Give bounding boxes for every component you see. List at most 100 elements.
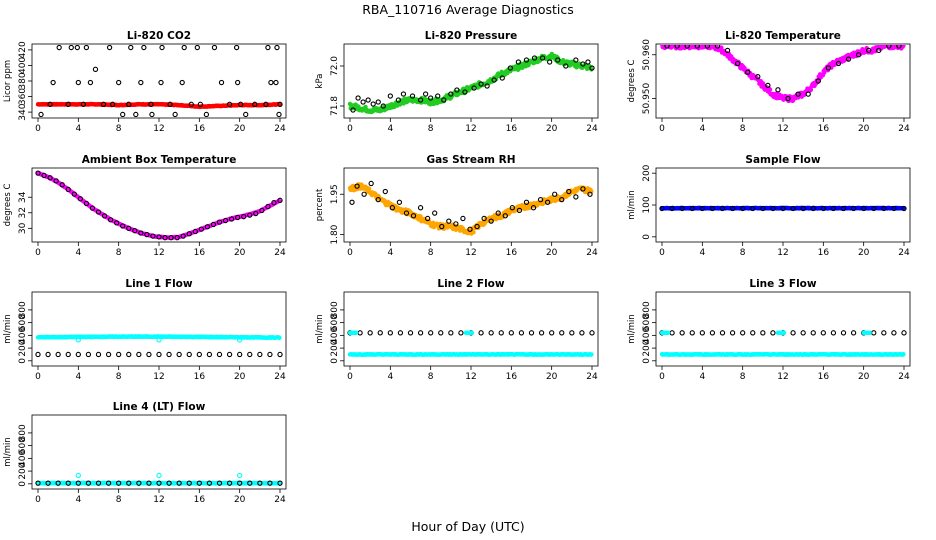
y-axis-label: ml/min	[3, 437, 13, 467]
panel-title: Line 1 Flow	[125, 278, 192, 290]
x-tick-label: 12	[777, 372, 788, 382]
x-tick-label: 24	[274, 495, 286, 505]
data-point	[53, 178, 59, 184]
data-point	[417, 205, 424, 211]
series-0	[35, 171, 282, 241]
data-point	[523, 199, 530, 205]
data-point	[835, 60, 842, 67]
data-point	[136, 351, 142, 358]
data-point	[74, 45, 80, 51]
series-1	[38, 45, 282, 117]
x-tick-label: 0	[35, 372, 41, 382]
data-point	[226, 480, 233, 486]
panel-title: Line 3 Flow	[749, 278, 816, 290]
data-point	[156, 337, 162, 343]
data-point	[665, 330, 671, 336]
data-point	[462, 89, 468, 95]
data-point	[226, 101, 233, 107]
x-tick-label: 24	[274, 124, 286, 134]
panel-title: Line 2 Flow	[437, 278, 504, 290]
x-tick-label: 0	[659, 372, 665, 382]
data-point	[247, 480, 253, 486]
x-tick-label: 12	[153, 124, 164, 134]
x-tick-label: 12	[153, 248, 164, 258]
data-point	[186, 480, 192, 486]
data-point	[47, 101, 53, 107]
data-point	[237, 480, 243, 486]
data-point	[132, 228, 138, 234]
data-point	[197, 101, 203, 107]
data-point	[563, 63, 569, 69]
y-tick-label: 400	[18, 450, 28, 467]
data-point	[901, 45, 906, 48]
data-point	[729, 205, 736, 212]
series-2	[50, 79, 283, 107]
data-point	[263, 101, 269, 107]
data-point	[77, 196, 83, 202]
plot-frame	[31, 167, 287, 243]
data-point	[237, 351, 243, 358]
data-point	[35, 170, 41, 176]
data-point	[367, 330, 373, 336]
data-point	[41, 172, 47, 179]
data-point	[518, 330, 525, 336]
data-point	[146, 351, 152, 358]
data-point	[552, 191, 558, 197]
data-point	[881, 205, 887, 212]
data-point	[901, 351, 906, 357]
data-point	[855, 52, 862, 58]
data-point	[247, 212, 253, 218]
series-2	[75, 337, 243, 343]
data-point	[107, 217, 114, 223]
data-point	[198, 226, 204, 232]
data-point	[547, 59, 553, 65]
data-point	[252, 101, 258, 107]
data-point	[87, 79, 94, 86]
x-tick-label: 8	[116, 124, 122, 134]
data-point	[585, 59, 591, 65]
data-point	[689, 205, 695, 212]
data-point	[216, 351, 223, 358]
y-axis-label: kPa	[315, 74, 325, 89]
data-point	[277, 335, 282, 340]
plot-area	[347, 180, 594, 236]
x-tick-label: 16	[818, 248, 830, 258]
data-point	[689, 330, 695, 336]
data-point	[148, 101, 154, 107]
panel-li820-temperature: Li-820 Temperature 0 4 8 12 16 20 24 50.950 50.96…	[627, 30, 911, 134]
x-tick-label: 8	[428, 248, 434, 258]
y-tick-label: 420	[18, 41, 28, 58]
data-point	[156, 351, 162, 358]
data-point	[226, 351, 233, 358]
data-point	[573, 57, 579, 63]
panel-title: Sample Flow	[745, 154, 820, 166]
data-point	[526, 62, 531, 68]
x-tick-label: 20	[858, 248, 870, 258]
data-point	[382, 188, 388, 195]
figure-xlabel: Hour of Day (UTC)	[411, 519, 524, 534]
data-point	[767, 87, 773, 92]
data-point	[516, 207, 523, 214]
data-point	[409, 93, 416, 99]
panel-title: Ambient Box Temperature	[82, 154, 237, 166]
data-point	[267, 480, 273, 486]
data-point	[75, 79, 81, 86]
data-point	[116, 480, 122, 486]
plot-area	[659, 205, 907, 212]
x-tick-label: 12	[777, 248, 788, 258]
x-tick-label: 24	[274, 248, 286, 258]
y-tick-label: 71.8	[330, 96, 340, 116]
data-point	[901, 205, 907, 212]
x-tick-label: 16	[194, 495, 206, 505]
data-point	[176, 480, 182, 486]
series-2	[75, 472, 243, 479]
data-point	[55, 351, 61, 358]
data-point	[740, 330, 746, 336]
data-point	[106, 45, 113, 51]
data-point	[559, 196, 565, 203]
data-point	[861, 205, 867, 212]
data-point	[253, 210, 259, 217]
data-point	[679, 205, 685, 212]
data-point	[509, 205, 515, 211]
data-point	[815, 78, 821, 84]
